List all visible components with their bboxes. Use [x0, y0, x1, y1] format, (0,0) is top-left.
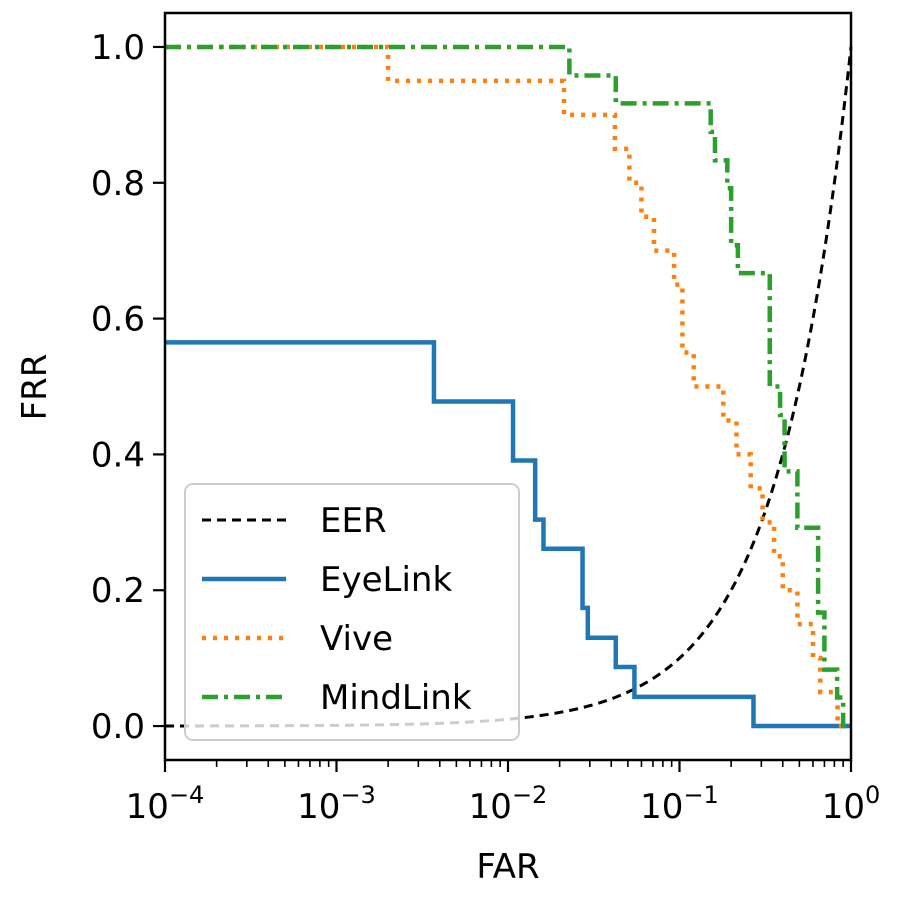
legend-box	[184, 483, 520, 741]
y-tick-label: 0.6	[91, 300, 145, 340]
y-axis-label: FRR	[15, 354, 55, 421]
x-tick-label: 10−4	[126, 781, 205, 827]
series-line-vive	[165, 44, 851, 729]
series-line-mindlink	[165, 44, 851, 729]
x-ticks: 10−4 10−3 10−2 10−1 100	[126, 760, 881, 827]
y-tick-label: 0.8	[91, 164, 145, 204]
y-tick-label: 1.0	[91, 28, 145, 68]
x-axis-label: FAR	[476, 847, 539, 887]
legend-label-vive: Vive	[320, 619, 393, 659]
x-tick-label: 10−3	[297, 781, 376, 827]
legend-label-eer: EER	[320, 501, 387, 541]
x-tick-label: 10−1	[640, 781, 719, 827]
legend-label-mindlink: MindLink	[320, 678, 472, 718]
legend-label-eyelink: EyeLink	[320, 560, 452, 600]
x-tick-label: 100	[822, 781, 881, 827]
x-tick-label: 10−2	[469, 781, 548, 827]
plot-lines	[164, 44, 853, 729]
y-tick-label: 0.2	[91, 571, 145, 611]
legend-entries: EER EyeLink Vive MindLink	[202, 501, 472, 718]
series-line-eyelink	[165, 340, 851, 729]
legend: EER EyeLink Vive MindLink	[184, 483, 520, 741]
y-ticks: 0.0 0.2 0.4 0.6 0.8 1.0	[91, 28, 165, 747]
y-tick-label: 0.4	[91, 435, 145, 475]
y-tick-label: 0.0	[91, 707, 145, 747]
